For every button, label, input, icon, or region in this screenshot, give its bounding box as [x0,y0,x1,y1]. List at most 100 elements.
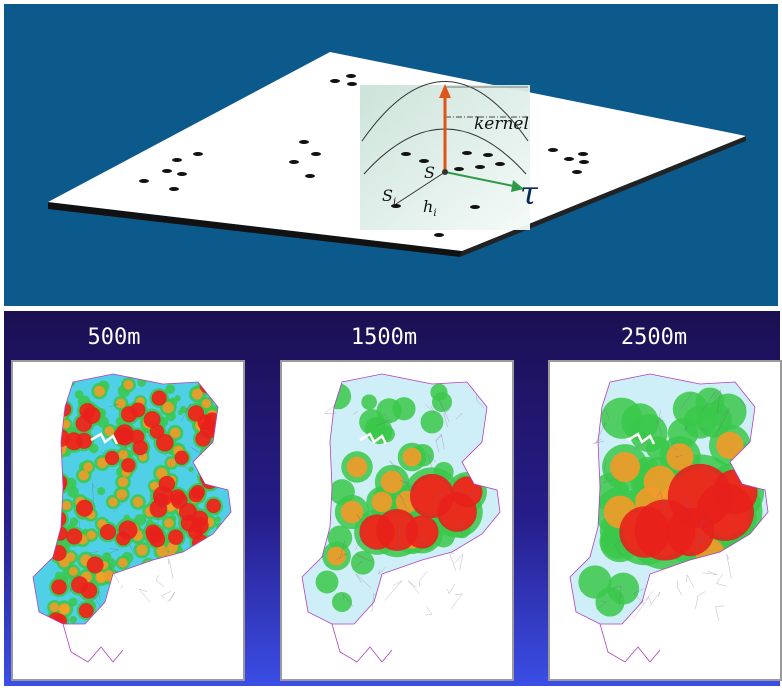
density-blob [71,576,89,594]
map-title-500m: 500m [87,325,141,350]
district-boundary [108,563,120,583]
district-boundary [425,606,432,616]
district-boundary [656,420,665,435]
density-blob [208,548,221,561]
density-blob [154,605,166,617]
inset-point [391,204,401,208]
density-blob [170,583,177,590]
density-blob [195,559,218,583]
district-boundary [633,597,649,619]
density-blob [420,410,444,434]
kernel-inset: kernel S Si hi [360,81,530,230]
density-blob [202,471,215,483]
density-blob [86,556,104,574]
district-boundary [716,573,727,587]
density-blob [56,400,64,408]
district-boundary [154,509,159,523]
density-blob [716,431,744,459]
density-blob [619,506,671,558]
density-blob [136,544,148,556]
district-boundary [121,564,126,567]
district-boundary [400,480,418,494]
density-blob [205,547,223,565]
district-boundary [335,553,348,561]
density-blob [191,517,209,535]
density-blob [190,604,210,624]
density-blob [179,553,192,567]
event-point [289,160,299,164]
district-boundary [190,446,204,457]
density-blob [202,538,217,552]
density-blob [153,606,167,619]
density-blob [359,514,395,550]
density-blob [116,588,127,599]
district-boundary [670,439,679,451]
density-blob [208,545,221,558]
density-blob [103,603,112,612]
district-boundary [677,580,682,596]
density-blob [178,606,194,621]
density-blob [208,551,221,563]
density-blob [69,615,77,624]
density-blob [211,444,219,451]
density-blob [149,601,171,622]
density-blob [164,518,174,528]
district-boundary [405,529,411,541]
density-blob [166,458,176,468]
district-boundary [595,600,608,610]
district-boundary [633,588,645,604]
s-label: S [424,163,435,182]
density-blob [192,606,208,622]
density-blob [160,574,179,593]
event-point [193,152,203,156]
density-blob [164,561,174,572]
density-surface [302,374,500,624]
district-boundary [113,496,128,513]
district-boundary [375,412,391,427]
density-blob [78,603,94,618]
tau-arrowhead [511,180,524,192]
district-boundary [447,584,455,595]
density-blob [193,555,199,561]
density-blob [152,603,168,619]
density-blob [51,467,63,479]
density-blob [51,429,70,448]
inset-point [454,167,464,171]
district-boundary [695,535,702,555]
density-blob [146,610,167,624]
density-blob [111,580,128,597]
district-boundary [451,593,463,609]
district-boundary [120,584,124,589]
density-blob [121,458,136,473]
density-blob [108,497,118,507]
density-blob [149,613,163,624]
density-blob [169,489,186,505]
district-boundary [648,590,654,604]
density-blob [59,390,67,398]
density-blob [114,583,126,594]
density-blob [115,586,128,598]
inset-point [495,162,505,166]
district-boundary [64,403,69,418]
density-blob [315,570,339,594]
district-boundary [105,548,119,556]
density-blob [179,406,188,414]
density-blob [202,448,214,460]
density-blob [327,546,346,566]
district-boundary [342,593,354,607]
density-blob [331,591,353,613]
district-boundary [454,553,464,571]
density-blob [178,575,196,594]
density-blob [155,595,168,607]
density-blob [148,588,154,595]
district-boundary [700,427,707,432]
district-boundary [449,552,456,571]
district-boundary [91,590,101,602]
density-blob [340,500,364,524]
density-blob [162,609,186,624]
district-boundary [713,389,722,415]
district-boundary [476,393,485,409]
density-blob [200,552,212,564]
district-boundary [168,558,174,579]
density-blob [118,520,138,540]
